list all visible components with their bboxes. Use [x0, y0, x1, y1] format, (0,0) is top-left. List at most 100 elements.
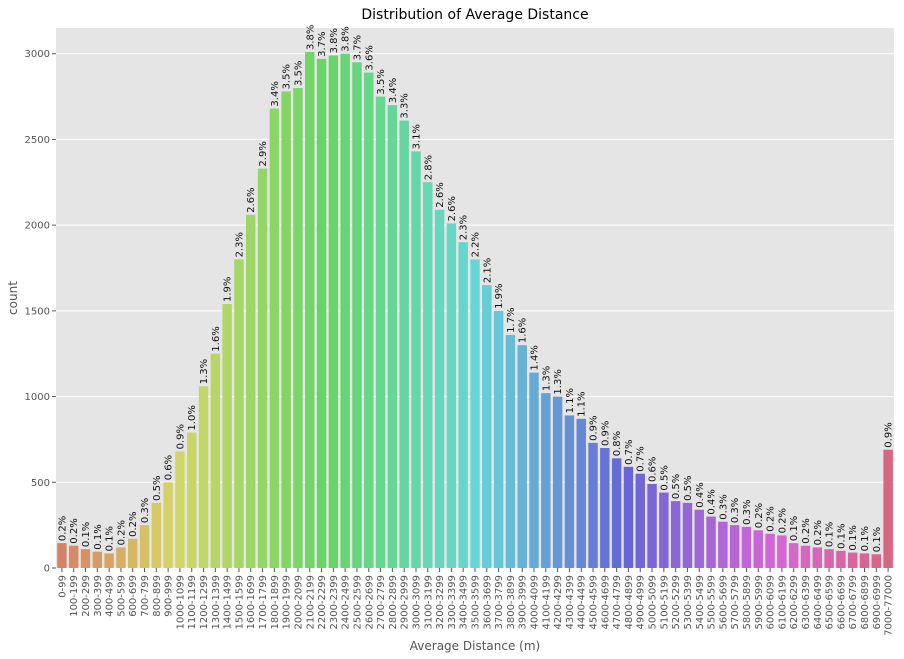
data-label: 3.8%	[305, 25, 316, 50]
bar	[847, 552, 858, 568]
y-axis-label: count	[6, 281, 20, 315]
x-tick-label: 500-599	[116, 575, 127, 617]
data-label: 1.9%	[494, 283, 505, 308]
data-label: 0.2%	[813, 520, 824, 545]
bar	[340, 53, 350, 568]
bar	[364, 72, 374, 569]
data-label: 1.9%	[223, 277, 234, 302]
x-tick-label: 4700-4799	[612, 575, 623, 630]
data-label: 0.1%	[860, 526, 871, 551]
x-tick-label: 2500-2599	[352, 575, 363, 630]
bar	[883, 449, 893, 568]
x-tick-label: 2400-2499	[341, 575, 352, 630]
data-label: 3.7%	[317, 31, 328, 56]
x-tick-label: 4800-4899	[624, 575, 635, 630]
data-label: 0.2%	[128, 511, 139, 536]
bar	[824, 549, 834, 568]
x-tick-label: 5800-5899	[742, 575, 753, 630]
data-label: 0.5%	[671, 474, 682, 499]
bar	[564, 415, 575, 568]
bar	[788, 543, 799, 568]
bar	[611, 458, 622, 568]
data-label: 0.9%	[175, 424, 186, 449]
bar	[482, 285, 492, 568]
bar	[729, 525, 740, 568]
x-tick-label: 2900-2999	[400, 575, 411, 630]
y-tick-label: 3000	[25, 49, 50, 60]
bar	[470, 259, 480, 568]
bar	[281, 91, 291, 568]
data-label: 2.9%	[258, 141, 269, 166]
x-tick-label: 1000-1099	[175, 575, 186, 630]
x-tick-label: 3000-3099	[411, 575, 422, 630]
x-tick-label: 4400-4499	[577, 575, 588, 630]
bar	[92, 551, 103, 568]
bar	[234, 259, 244, 568]
bar	[812, 547, 823, 568]
data-label: 2.6%	[246, 187, 257, 212]
bar	[682, 502, 693, 568]
data-label: 1.7%	[506, 307, 517, 332]
data-label: 1.0%	[187, 405, 198, 430]
data-label: 1.3%	[541, 366, 552, 391]
data-label: 3.3%	[400, 93, 411, 118]
x-tick-label: 900-999	[164, 575, 175, 617]
bar	[836, 550, 846, 568]
bar	[647, 484, 657, 568]
x-tick-label: 3300-3399	[447, 575, 458, 630]
x-tick-label: 2700-2799	[376, 575, 387, 630]
bar	[493, 310, 504, 568]
x-tick-label: 1100-1199	[187, 575, 198, 630]
x-tick-label: 6400-6499	[813, 575, 824, 630]
bar	[257, 168, 268, 569]
x-tick-label: 6200-6299	[789, 575, 800, 630]
x-tick-label: 3700-3799	[494, 575, 505, 630]
x-tick-label: 1300-1399	[211, 575, 222, 630]
x-tick-label: 200-299	[81, 575, 92, 617]
x-tick-label: 5900-5999	[754, 575, 765, 630]
bar	[552, 396, 563, 568]
x-tick-label: 7000-77000	[884, 575, 895, 636]
data-label: 0.2%	[116, 520, 127, 545]
bar	[458, 242, 468, 569]
x-tick-label: 6000-6099	[766, 575, 777, 630]
bar	[635, 473, 645, 568]
y-tick-label: 1000	[25, 392, 50, 403]
bar	[505, 334, 516, 568]
x-tick-label: 6100-6199	[777, 575, 788, 630]
x-tick-label: 4100-4199	[541, 575, 552, 630]
bar	[116, 547, 126, 568]
bar	[187, 432, 197, 568]
bar	[859, 553, 870, 568]
data-label: 2.3%	[459, 215, 470, 240]
y-tick-label: 500	[31, 478, 50, 489]
x-tick-label: 3200-3299	[435, 575, 446, 630]
bar	[529, 372, 539, 568]
data-label: 2.8%	[423, 155, 434, 180]
x-tick-label: 2200-2299	[317, 575, 328, 630]
bar	[104, 553, 114, 568]
data-label: 2.6%	[447, 196, 458, 221]
bar	[576, 418, 586, 568]
x-axis-ticks: 0-99 100-199 200-299 300-399 400-499 500-599 6…	[57, 568, 895, 636]
x-tick-label: 4300-4399	[565, 575, 576, 630]
bar	[198, 386, 209, 568]
x-tick-label: 3900-3999	[518, 575, 529, 630]
bar	[316, 58, 327, 568]
data-label: 0.2%	[57, 516, 68, 541]
chart-title: Distribution of Average Distance	[361, 7, 588, 23]
bar	[399, 120, 409, 569]
y-tick-label: 2000	[25, 221, 50, 232]
bar	[151, 502, 162, 568]
x-tick-label: 600-699	[128, 575, 139, 617]
x-tick-label: 300-399	[93, 575, 104, 617]
data-label: 2.2%	[471, 232, 482, 257]
bar	[423, 182, 433, 569]
bar	[305, 52, 315, 568]
data-label: 0.1%	[836, 523, 847, 548]
x-tick-label: 4500-4599	[589, 575, 600, 630]
bar	[694, 509, 704, 568]
data-label: 0.1%	[81, 522, 92, 547]
bar	[68, 545, 79, 568]
